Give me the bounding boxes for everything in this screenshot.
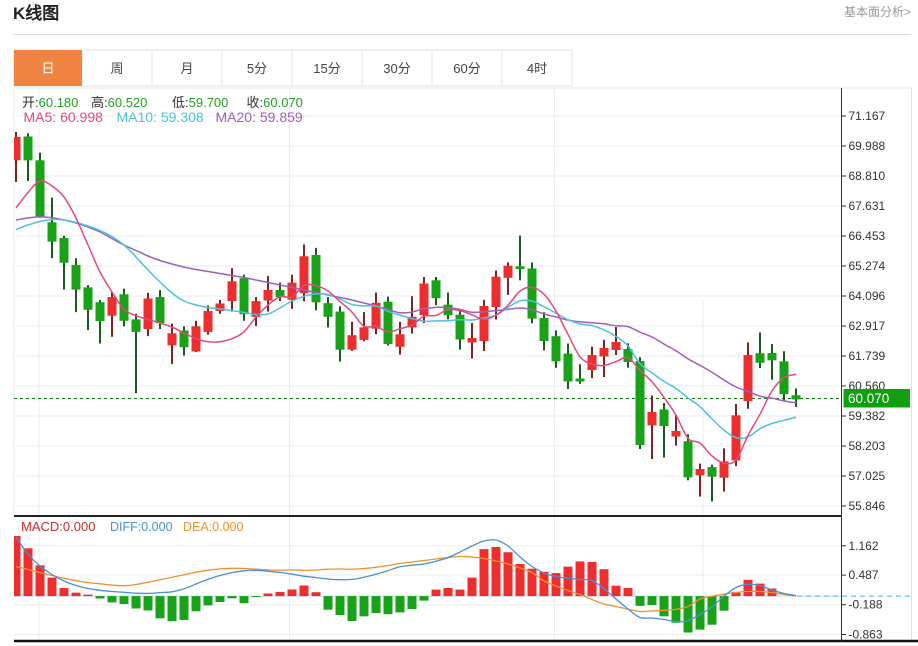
svg-text:60.070: 60.070 (848, 391, 889, 406)
svg-text:周: 周 (110, 61, 123, 76)
svg-text:MA5: 60.998: MA5: 60.998 (24, 109, 104, 125)
svg-text:-0.188: -0.188 (849, 598, 883, 612)
svg-text:57.025: 57.025 (849, 469, 886, 483)
svg-text:低:59.700: 低:59.700 (172, 95, 228, 110)
svg-text:58.203: 58.203 (849, 439, 886, 453)
svg-text:68.810: 68.810 (849, 169, 886, 183)
svg-text:0.487: 0.487 (849, 568, 879, 582)
svg-text:5分: 5分 (247, 61, 267, 76)
svg-text:69.988: 69.988 (849, 139, 886, 153)
svg-text:收:60.070: 收:60.070 (247, 95, 303, 110)
svg-text:65.274: 65.274 (849, 259, 886, 273)
svg-text:基本面分析>: 基本面分析> (844, 5, 911, 19)
svg-text:4时: 4时 (527, 61, 547, 76)
svg-text:71.167: 71.167 (849, 109, 886, 123)
svg-text:MA20: 59.859: MA20: 59.859 (216, 109, 303, 125)
svg-text:MACD:0.000: MACD:0.000 (21, 519, 95, 534)
svg-text:15分: 15分 (313, 61, 340, 76)
svg-text:64.096: 64.096 (849, 289, 886, 303)
svg-text:高:60.520: 高:60.520 (91, 95, 147, 110)
svg-text:DEA:0.000: DEA:0.000 (183, 520, 244, 534)
svg-text:60分: 60分 (453, 61, 480, 76)
svg-text:K线图: K线图 (13, 3, 59, 23)
svg-text:-0.863: -0.863 (849, 628, 883, 642)
svg-text:61.739: 61.739 (849, 349, 886, 363)
svg-text:日: 日 (41, 61, 54, 76)
svg-text:开:60.180: 开:60.180 (22, 95, 78, 110)
svg-text:62.917: 62.917 (849, 319, 886, 333)
svg-text:MA10: 59.308: MA10: 59.308 (117, 109, 204, 125)
svg-text:DIFF:0.000: DIFF:0.000 (110, 520, 173, 534)
svg-text:55.846: 55.846 (849, 499, 886, 513)
svg-text:30分: 30分 (383, 61, 410, 76)
svg-text:66.453: 66.453 (849, 229, 886, 243)
svg-text:67.631: 67.631 (849, 199, 886, 213)
svg-text:1.162: 1.162 (849, 539, 879, 553)
svg-text:59.382: 59.382 (849, 409, 886, 423)
svg-text:月: 月 (180, 61, 193, 76)
